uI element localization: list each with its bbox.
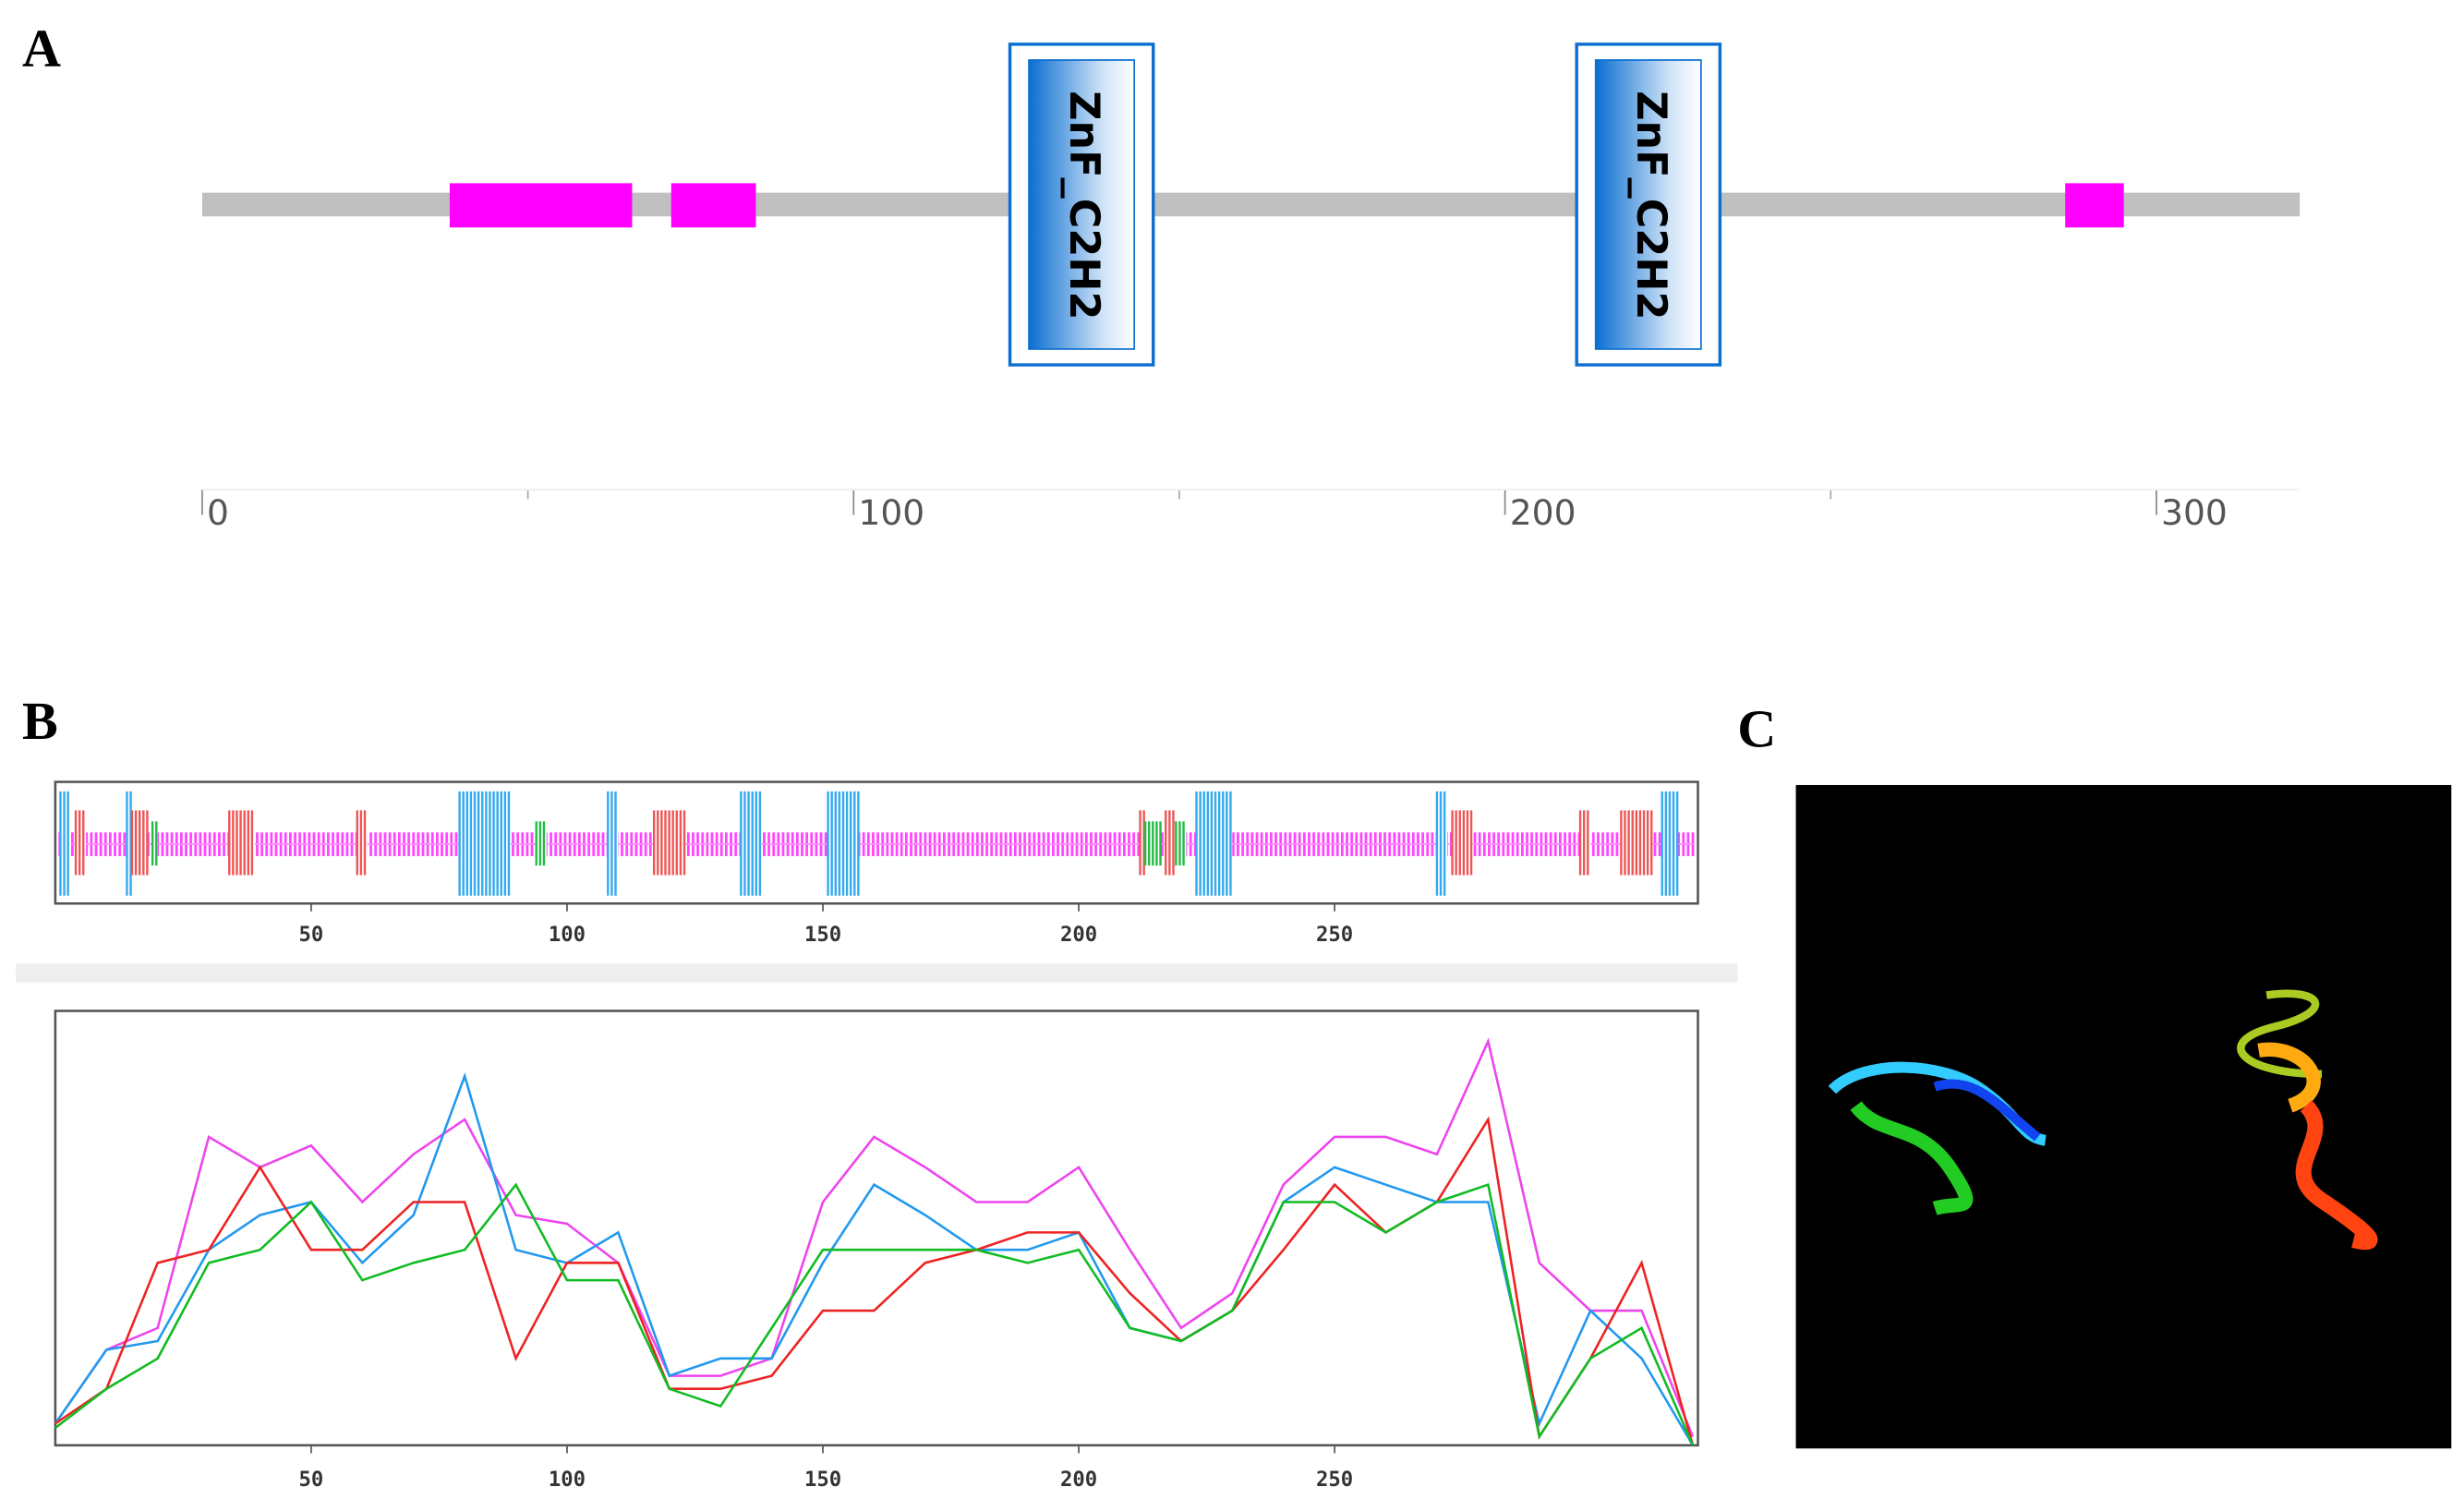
x-tick-label: 150 (804, 1468, 841, 1492)
separator (16, 963, 1738, 983)
region (2065, 183, 2124, 228)
ss-bg (1166, 810, 1177, 876)
ss-segment (1435, 791, 1448, 896)
region (670, 183, 756, 228)
series-line (54, 1182, 1695, 1446)
ss-segment (1620, 810, 1653, 876)
structure-image (1795, 784, 2452, 1449)
x-tick-label: 250 (1316, 1468, 1353, 1492)
x-tick-label: 300 (2161, 492, 2228, 533)
ss-segment (130, 810, 149, 876)
ss-bg (1436, 791, 1448, 896)
panel-label: A (22, 18, 61, 78)
ss-segment (151, 821, 158, 866)
panel-label: B (22, 691, 58, 751)
ss-segment (1143, 821, 1162, 866)
ss-segment (1175, 821, 1187, 866)
x-tick-label: 200 (1510, 492, 1576, 533)
ss-segment (652, 810, 686, 876)
domain-inner (1594, 59, 1702, 350)
ss-segment (59, 791, 71, 896)
ss-bg (1580, 810, 1591, 876)
domain-label: ZnF_C2H2 (1627, 91, 1674, 320)
x-tick-label: 0 (207, 492, 229, 533)
x-tick-label: 200 (1060, 1468, 1097, 1492)
plot-frame (54, 1009, 1699, 1447)
ss-bg (127, 791, 132, 896)
ss-segment (1451, 810, 1473, 876)
panel-label: C (1737, 699, 1776, 759)
ss-segment (740, 791, 762, 896)
series-line (54, 1072, 1695, 1446)
ss-bg (60, 791, 71, 896)
ss-bg (536, 821, 547, 866)
ss-segment (1661, 791, 1679, 896)
ss-segment (74, 810, 87, 876)
ss-segment (458, 791, 512, 896)
ss-segment (1195, 791, 1233, 896)
region (449, 183, 633, 228)
ss-bg (1176, 821, 1187, 866)
x-tick-label: 250 (1316, 923, 1353, 947)
ss-segment (1139, 810, 1146, 876)
ss-bg (1140, 810, 1146, 876)
ss-bg (76, 810, 87, 876)
x-tick-label: 100 (549, 923, 586, 947)
x-tick-label: 100 (549, 1468, 586, 1492)
domain-inner (1028, 59, 1136, 350)
ss-segment (607, 791, 619, 896)
ss-segment (356, 810, 368, 876)
x-tick-label: 50 (299, 923, 324, 947)
ss-segment (535, 821, 547, 866)
ss-segment (1165, 810, 1177, 876)
ss-bg (356, 810, 368, 876)
ss-segment (228, 810, 255, 876)
ss-segment (126, 791, 132, 896)
ss-bg (152, 821, 158, 866)
x-tick-label: 150 (804, 923, 841, 947)
ss-segment (827, 791, 860, 896)
ss-segment (1578, 810, 1591, 876)
ss-bg (608, 791, 619, 896)
x-tick-label: 50 (299, 1468, 324, 1492)
domain-label: ZnF_C2H2 (1060, 91, 1107, 320)
x-tick-label: 200 (1060, 923, 1097, 947)
series-line (54, 1037, 1695, 1437)
x-tick-label: 100 (858, 492, 924, 533)
